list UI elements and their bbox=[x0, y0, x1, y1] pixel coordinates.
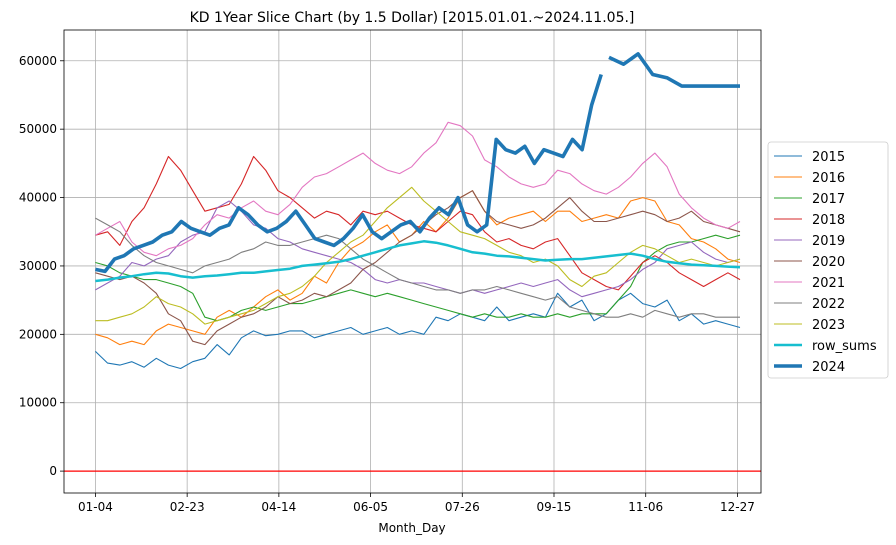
chart-title: KD 1Year Slice Chart (by 1.5 Dollar) [20… bbox=[190, 10, 635, 26]
legend-label: row_sums bbox=[812, 339, 877, 354]
x-axis-ticks: 01-04 02-23 04-14 06-05 07-26 09-15 11-06 12-27 bbox=[78, 493, 755, 514]
legend-box bbox=[767, 141, 889, 379]
legend: 2015 2016 2017 2018 2019 2020 2021 2022 2023 row_… bbox=[767, 141, 889, 379]
y-tick-label: 50000 bbox=[19, 122, 57, 136]
series-line-2015 bbox=[95, 292, 741, 370]
legend-label: 2015 bbox=[812, 150, 845, 165]
series-line-2017 bbox=[95, 234, 741, 322]
series-line-2024 bbox=[95, 73, 603, 274]
series-line-2021 bbox=[95, 121, 741, 257]
series-line-2023 bbox=[95, 186, 741, 325]
y-tick-label: 30000 bbox=[19, 259, 57, 273]
x-tick-label: 07-26 bbox=[445, 500, 480, 514]
y-tick-label: 0 bbox=[49, 464, 57, 478]
legend-label: 2019 bbox=[812, 234, 845, 249]
y-tick-label: 10000 bbox=[19, 396, 57, 410]
x-tick-label: 12-27 bbox=[720, 500, 755, 514]
x-tick-label: 06-05 bbox=[353, 500, 388, 514]
series-lines bbox=[95, 52, 741, 370]
y-tick-label: 60000 bbox=[19, 54, 57, 68]
series-line-row_sums bbox=[95, 240, 741, 283]
series-line-2018 bbox=[95, 155, 741, 291]
x-tick-label: 09-15 bbox=[537, 500, 572, 514]
plot-frame bbox=[63, 29, 762, 494]
legend-label: 2016 bbox=[812, 171, 845, 186]
legend-label: 2024 bbox=[812, 360, 845, 375]
x-tick-label: 11-06 bbox=[628, 500, 663, 514]
series-line-2024-tail bbox=[608, 52, 740, 88]
y-tick-label: 40000 bbox=[19, 191, 57, 205]
series-line-2022 bbox=[95, 217, 740, 318]
x-tick-label: 02-23 bbox=[170, 500, 205, 514]
x-axis-label: Month_Day bbox=[378, 521, 445, 535]
y-tick-label: 20000 bbox=[19, 327, 57, 341]
x-tick-label: 04-14 bbox=[261, 500, 296, 514]
grid-lines bbox=[64, 30, 761, 493]
legend-label: 2017 bbox=[812, 192, 845, 207]
x-tick-label: 01-04 bbox=[78, 500, 113, 514]
legend-label: 2021 bbox=[812, 276, 845, 291]
legend-label: 2020 bbox=[812, 255, 845, 270]
y-axis-ticks: 0 10000 20000 30000 40000 50000 60000 bbox=[19, 54, 64, 478]
legend-label: 2022 bbox=[812, 297, 845, 312]
legend-label: 2023 bbox=[812, 318, 845, 333]
legend-label: 2018 bbox=[812, 213, 845, 228]
